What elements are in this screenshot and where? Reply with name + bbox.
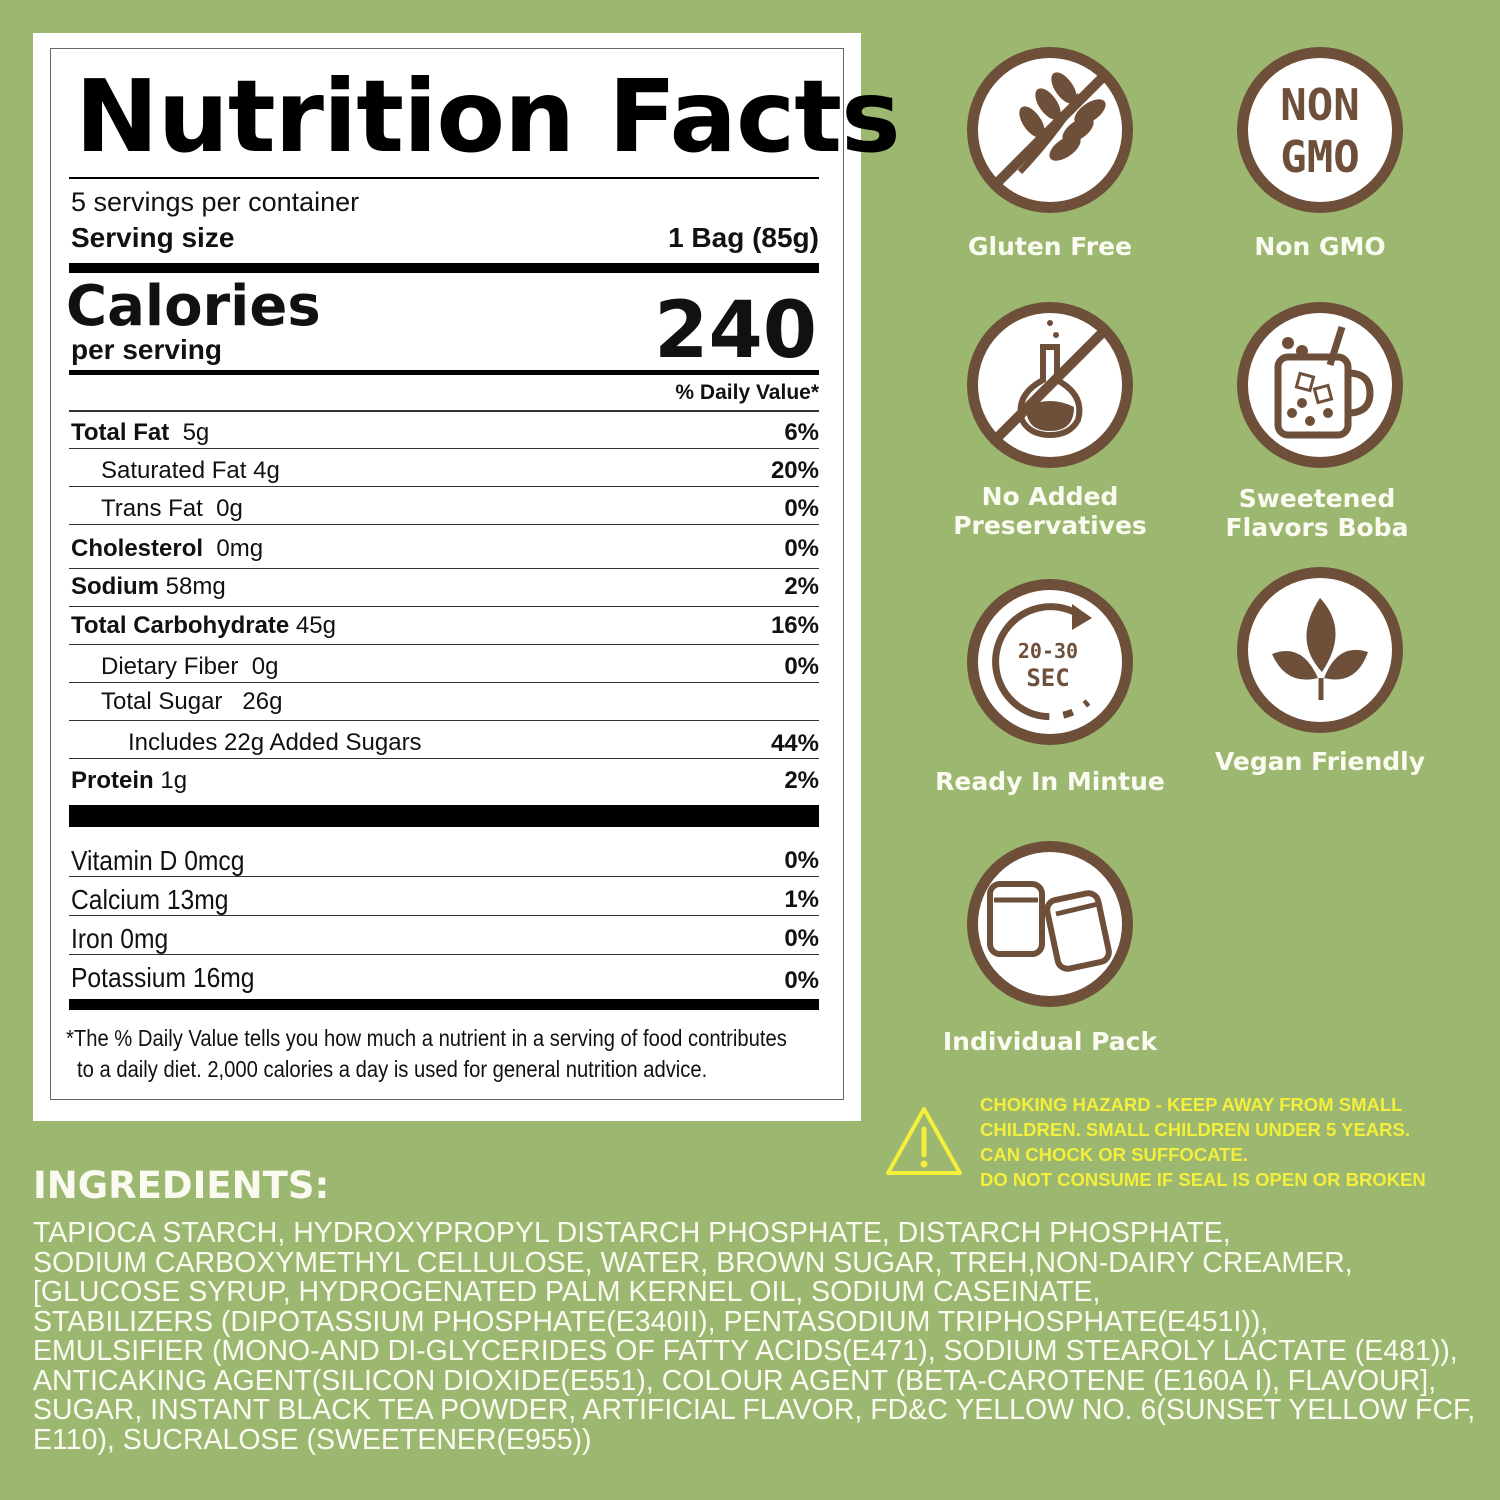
serving-size-value: 1 Bag (85g): [668, 222, 819, 253]
serving-size-label: Serving size: [71, 222, 235, 253]
thick-divider: [69, 999, 819, 1010]
leaves-icon: [1230, 560, 1410, 740]
daily-value-header: % Daily Value*: [675, 381, 819, 404]
non-gmo-icon-text: NON: [1280, 80, 1359, 131]
nutrient-row-trans-fat: Trans Fat 0g 0%: [69, 487, 819, 525]
nutrient-row-sodium: Sodium 58mg 2%: [69, 569, 819, 607]
choking-hazard-warning: CHOKING HAZARD - KEEP AWAY FROM SMALL CH…: [980, 1094, 1426, 1190]
ingredients-heading: INGREDIENTS:: [33, 1164, 330, 1207]
timer-icon-text: SEC: [1026, 664, 1069, 692]
ingredients-list: TAPIOCA STARCH, HYDROXYPROPYL DISTARCH P…: [33, 1217, 1476, 1456]
timer-icon-text: 20-30: [1018, 639, 1078, 663]
vitamin-row-potassium: Potassium 16mg 0%: [71, 962, 819, 994]
gluten-free-icon: [960, 40, 1140, 220]
nutrient-row-protein: Protein 1g 2%: [71, 767, 819, 794]
nutrient-row-saturated-fat: Saturated Fat 4g 20%: [69, 449, 819, 487]
calories-label: Calories: [66, 274, 321, 339]
divider: [69, 410, 819, 412]
nutrient-row-total-carbohydrate: Total Carbohydrate 45g 16%: [69, 607, 819, 645]
timer-icon: 20-30 SEC: [960, 572, 1140, 752]
nutrition-facts-title: Nutrition Facts: [75, 58, 901, 175]
nutrient-row-dietary-fiber: Dietary Fiber 0g 0%: [69, 645, 819, 683]
thick-divider: [69, 805, 819, 827]
calories-value: 240: [654, 286, 817, 376]
badge-label-no-preservatives: No Added Preservatives: [953, 482, 1147, 540]
badge-label-gluten-free: Gluten Free: [967, 232, 1132, 261]
footnote-line-1: *The % Daily Value tells you how much a …: [66, 1025, 787, 1051]
vitamin-row-vitamin-d: Vitamin D 0mcg 0%: [69, 845, 819, 877]
calories-per-serving: per serving: [71, 334, 222, 365]
servings-per-container: 5 servings per container: [71, 187, 360, 217]
nutrition-label-border: [50, 48, 844, 1100]
badge-label-individual-pack: Individual Pack: [942, 1027, 1158, 1056]
warning-icon: [886, 1107, 962, 1175]
non-gmo-icon: NON GMO: [1230, 40, 1410, 220]
nutrient-row-total-fat: Total Fat 5g 6%: [69, 411, 819, 449]
thick-divider: [69, 263, 819, 273]
boba-mug-icon: [1230, 295, 1410, 475]
pack-icon: [960, 834, 1140, 1014]
nutrient-row-total-sugar: Total Sugar 26g: [69, 683, 819, 721]
badge-label-sweetened-boba: Sweetened Flavors Boba: [1225, 484, 1409, 542]
nutrient-row-added-sugars: Includes 22g Added Sugars 44%: [69, 721, 819, 759]
nutrient-row-cholesterol: Cholesterol 0mg 0%: [69, 528, 819, 569]
vitamin-row-calcium: Calcium 13mg 1%: [69, 884, 819, 916]
divider: [69, 177, 819, 179]
non-gmo-icon-text: GMO: [1280, 132, 1359, 183]
badge-label-vegan-friendly: Vegan Friendly: [1214, 747, 1426, 776]
no-preservatives-icon: [960, 295, 1140, 475]
badge-label-non-gmo: Non GMO: [1254, 232, 1386, 261]
footnote-line-2: to a daily diet. 2,000 calories a day is…: [77, 1056, 708, 1082]
badge-label-ready-in-minute: Ready In Mintue: [935, 767, 1165, 796]
vitamin-row-iron: Iron 0mg 0%: [69, 923, 819, 955]
medium-divider: [69, 370, 819, 375]
